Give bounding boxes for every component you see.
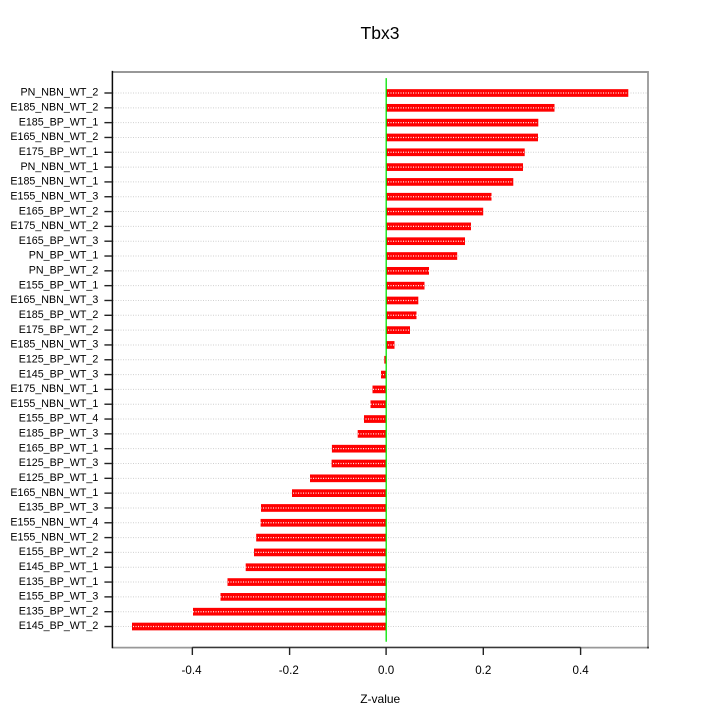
svg-text:E165_BP_WT_2: E165_BP_WT_2 bbox=[19, 205, 99, 217]
svg-text:0.2: 0.2 bbox=[475, 664, 491, 677]
svg-text:E185_NBN_WT_3: E185_NBN_WT_3 bbox=[10, 339, 98, 351]
svg-text:E165_NBN_WT_3: E165_NBN_WT_3 bbox=[10, 294, 98, 306]
svg-text:PN_NBN_WT_1: PN_NBN_WT_1 bbox=[20, 161, 98, 173]
svg-text:PN_BP_WT_1: PN_BP_WT_1 bbox=[29, 250, 99, 262]
svg-text:E155_NBN_WT_2: E155_NBN_WT_2 bbox=[10, 531, 98, 543]
svg-text:E185_BP_WT_1: E185_BP_WT_1 bbox=[19, 116, 99, 128]
svg-text:Z-value: Z-value bbox=[360, 692, 400, 706]
svg-text:E135_BP_WT_1: E135_BP_WT_1 bbox=[19, 576, 99, 588]
svg-text:E125_BP_WT_2: E125_BP_WT_2 bbox=[19, 353, 99, 365]
svg-text:E155_BP_WT_1: E155_BP_WT_1 bbox=[19, 279, 99, 291]
svg-text:0.4: 0.4 bbox=[573, 664, 590, 677]
svg-text:E155_NBN_WT_4: E155_NBN_WT_4 bbox=[10, 516, 98, 528]
svg-text:Tbx3: Tbx3 bbox=[361, 23, 400, 43]
svg-text:E125_BP_WT_1: E125_BP_WT_1 bbox=[19, 472, 99, 484]
svg-text:E155_NBN_WT_3: E155_NBN_WT_3 bbox=[10, 190, 98, 202]
svg-text:E185_BP_WT_3: E185_BP_WT_3 bbox=[19, 428, 99, 440]
svg-text:E165_BP_WT_1: E165_BP_WT_1 bbox=[19, 442, 99, 454]
svg-text:-0.2: -0.2 bbox=[279, 664, 299, 677]
svg-text:E165_BP_WT_3: E165_BP_WT_3 bbox=[19, 235, 99, 247]
svg-text:E175_NBN_WT_2: E175_NBN_WT_2 bbox=[10, 220, 98, 232]
svg-text:E145_BP_WT_3: E145_BP_WT_3 bbox=[19, 368, 99, 380]
svg-text:E175_BP_WT_1: E175_BP_WT_1 bbox=[19, 146, 99, 158]
svg-text:E155_BP_WT_3: E155_BP_WT_3 bbox=[19, 591, 99, 603]
svg-text:E175_NBN_WT_1: E175_NBN_WT_1 bbox=[10, 383, 98, 395]
svg-text:-0.4: -0.4 bbox=[182, 664, 203, 677]
svg-text:0.0: 0.0 bbox=[378, 664, 394, 677]
svg-text:E125_BP_WT_3: E125_BP_WT_3 bbox=[19, 457, 99, 469]
svg-text:E175_BP_WT_2: E175_BP_WT_2 bbox=[19, 324, 99, 336]
svg-text:E155_BP_WT_2: E155_BP_WT_2 bbox=[19, 546, 99, 558]
svg-text:E135_BP_WT_3: E135_BP_WT_3 bbox=[19, 502, 99, 514]
svg-text:PN_NBN_WT_2: PN_NBN_WT_2 bbox=[20, 87, 98, 99]
svg-text:E155_BP_WT_4: E155_BP_WT_4 bbox=[19, 413, 99, 425]
svg-text:E165_NBN_WT_2: E165_NBN_WT_2 bbox=[10, 131, 98, 143]
svg-text:E145_BP_WT_1: E145_BP_WT_1 bbox=[19, 561, 99, 573]
svg-text:E165_NBN_WT_1: E165_NBN_WT_1 bbox=[10, 487, 98, 499]
svg-text:E185_BP_WT_2: E185_BP_WT_2 bbox=[19, 309, 99, 321]
svg-text:E145_BP_WT_2: E145_BP_WT_2 bbox=[19, 620, 99, 632]
svg-text:E135_BP_WT_2: E135_BP_WT_2 bbox=[19, 605, 99, 617]
svg-text:PN_BP_WT_2: PN_BP_WT_2 bbox=[29, 265, 99, 277]
svg-text:E185_NBN_WT_1: E185_NBN_WT_1 bbox=[10, 176, 98, 188]
svg-text:E155_NBN_WT_1: E155_NBN_WT_1 bbox=[10, 398, 98, 410]
svg-text:E185_NBN_WT_2: E185_NBN_WT_2 bbox=[10, 102, 98, 114]
